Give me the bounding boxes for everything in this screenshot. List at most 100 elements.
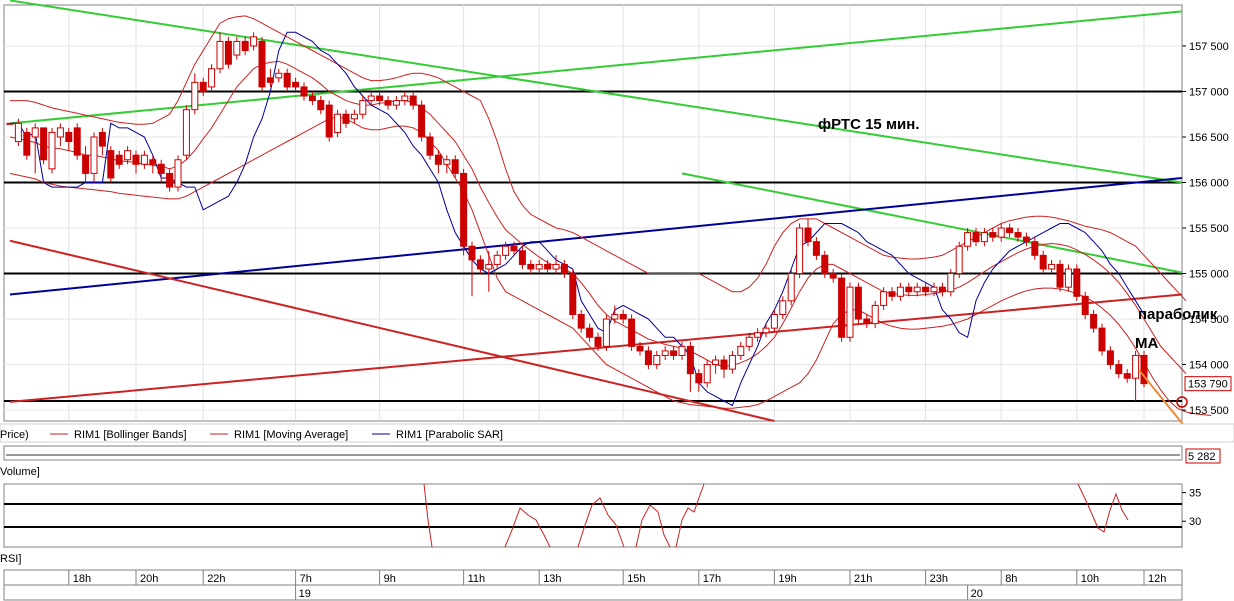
- rsi-panel: RSI] 35 30: [0, 483, 1201, 565]
- candle: [132, 150, 140, 174]
- candle: [233, 36, 241, 60]
- candle: [980, 228, 988, 247]
- candle-body: [510, 245, 518, 252]
- candle-body: [317, 100, 325, 111]
- candle: [1014, 228, 1022, 242]
- candle: [560, 259, 568, 279]
- time-tick-label: 12h: [1148, 573, 1166, 585]
- time-tick-label: 17h: [703, 573, 721, 585]
- candle-body: [6, 122, 14, 125]
- volume-value-box: [1185, 448, 1221, 464]
- candle-body: [1115, 364, 1123, 375]
- candle-body: [871, 304, 879, 325]
- candle: [510, 241, 518, 256]
- candle: [947, 268, 955, 297]
- candle-body: [602, 318, 610, 347]
- candle: [905, 282, 913, 297]
- candle-body: [359, 100, 367, 115]
- price-annotations: фРТС 15 мин. параболик MA: [818, 116, 1218, 352]
- candle-body: [896, 286, 904, 297]
- candle: [56, 123, 64, 147]
- candle: [367, 91, 375, 106]
- candle-body: [686, 345, 694, 375]
- trendline: [9, 176, 1183, 296]
- candle-body: [443, 159, 451, 165]
- candle: [527, 259, 535, 274]
- rsi-line: [423, 483, 433, 548]
- candle: [409, 91, 417, 110]
- price-tick-label: 155 000: [1189, 269, 1229, 281]
- candle-body: [594, 336, 602, 347]
- trendline: [9, 0, 1183, 184]
- candle-body: [1106, 350, 1114, 366]
- candle: [804, 218, 812, 247]
- time-tick-label: 23h: [930, 573, 948, 585]
- legend-bar: Price) RIM1 [Bollinger Bands] RIM1 [Movi…: [0, 423, 1234, 443]
- candle-body: [770, 313, 778, 329]
- candle: [325, 100, 333, 142]
- trendline: [9, 293, 1183, 403]
- candle-body: [392, 100, 400, 106]
- candle-body: [854, 286, 862, 320]
- candle-body: [48, 131, 56, 170]
- candle-body: [619, 313, 627, 320]
- candle: [426, 132, 434, 160]
- candle: [1031, 237, 1039, 260]
- candle-body: [40, 127, 48, 161]
- candle-body: [644, 350, 652, 366]
- candle: [871, 300, 879, 329]
- candle: [90, 132, 98, 183]
- candle: [199, 77, 207, 97]
- ma-annotation: MA: [1135, 335, 1158, 352]
- candle: [292, 77, 300, 92]
- candle: [208, 64, 216, 92]
- candle-body: [73, 127, 81, 156]
- candle: [350, 109, 358, 124]
- price-vgrid: [68, 5, 1145, 421]
- candle: [695, 369, 703, 392]
- price-tick-label: 157 500: [1189, 41, 1229, 53]
- time-tick-label: 15h: [627, 573, 645, 585]
- candle: [476, 255, 484, 274]
- time-tick-label: 9h: [384, 573, 396, 585]
- candle: [300, 82, 308, 101]
- candle: [40, 127, 48, 165]
- candle: [661, 346, 669, 361]
- candle-body: [611, 313, 619, 320]
- candle: [770, 309, 778, 333]
- bollinger-lower-line: [9, 116, 1212, 416]
- candle-body: [863, 318, 871, 325]
- candle: [712, 355, 720, 374]
- candle-body: [233, 40, 241, 56]
- candle-body: [880, 291, 888, 306]
- legend-moving-average: RIM1 [Moving Average]: [234, 429, 348, 441]
- candle-body: [384, 100, 392, 106]
- rsi-line: [1077, 483, 1129, 533]
- candle: [1073, 264, 1081, 301]
- candle: [863, 314, 871, 329]
- candle-body: [208, 68, 216, 88]
- candle: [569, 268, 577, 320]
- candle: [636, 341, 644, 356]
- candle: [880, 287, 888, 310]
- candle: [838, 273, 846, 342]
- time-tick-label: 13h: [543, 573, 561, 585]
- candle: [972, 228, 980, 247]
- candle-body: [275, 72, 283, 79]
- candle: [140, 150, 148, 169]
- volume-label: Volume]: [0, 466, 40, 478]
- candle: [1022, 232, 1030, 247]
- price-tick-label: 156 500: [1189, 132, 1229, 144]
- time-tick-label: 18h: [73, 573, 91, 585]
- candle-body: [258, 40, 266, 88]
- candle-body: [712, 359, 720, 366]
- candle: [157, 159, 165, 183]
- candle-body: [241, 40, 249, 52]
- candle: [266, 68, 274, 87]
- candle-body: [695, 373, 703, 384]
- candle: [1132, 350, 1140, 401]
- parabolic-sar-line: [10, 31, 1145, 407]
- candle-body: [1031, 241, 1039, 256]
- candle-body: [376, 95, 384, 102]
- candle-body: [913, 286, 921, 293]
